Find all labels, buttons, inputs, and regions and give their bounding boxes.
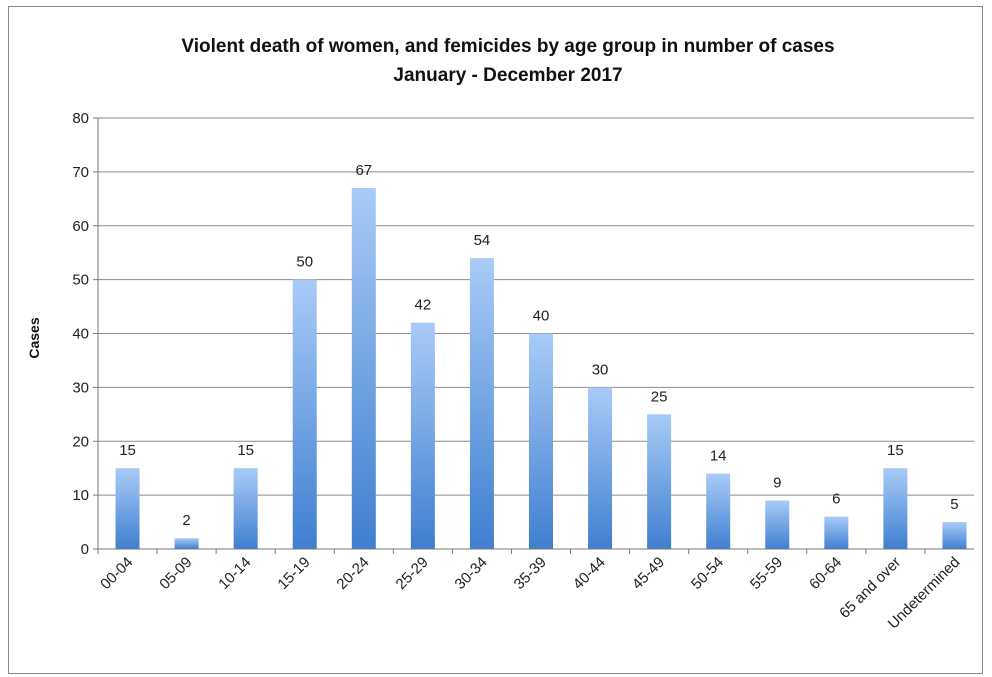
bar-chart: Violent death of women, and femicides by… — [26, 36, 974, 632]
y-tick-label: 80 — [72, 110, 89, 127]
chart-subtitle: January - December 2017 — [393, 65, 622, 86]
y-tick-label: 50 — [72, 272, 89, 289]
data-label: 15 — [119, 442, 136, 459]
bar-20-24 — [351, 188, 376, 549]
data-label: 2 — [182, 512, 190, 529]
data-label: 14 — [710, 448, 727, 465]
bars — [115, 188, 967, 549]
y-tick-label: 70 — [72, 164, 89, 181]
x-tick-label: 40-44 — [570, 554, 609, 593]
x-tick-label: 25-29 — [393, 554, 432, 593]
data-label: 9 — [773, 475, 781, 492]
data-labels: 15 2 15 50 67 42 54 40 30 25 14 9 6 15 5 — [119, 162, 958, 529]
x-tick-label: 60-64 — [806, 554, 845, 593]
bar-60-64 — [824, 516, 849, 549]
bar-55-59 — [765, 500, 790, 549]
x-tick-label: 00-04 — [97, 554, 136, 593]
y-tick-label: 40 — [72, 326, 89, 343]
x-tick-label: 05-09 — [156, 554, 195, 593]
bar-35-39 — [529, 333, 553, 549]
bar-65-and-over — [883, 468, 908, 549]
data-label: 15 — [887, 442, 904, 459]
data-label: 25 — [651, 388, 668, 405]
y-tick-label: 30 — [72, 379, 89, 396]
bar-10-14 — [233, 468, 258, 549]
data-label: 40 — [533, 308, 550, 325]
data-label: 30 — [592, 361, 609, 378]
data-label: 15 — [237, 442, 254, 459]
chart-title: Violent death of women, and femicides by… — [181, 36, 834, 57]
bar-05-09 — [174, 538, 199, 549]
x-tick-label: 35-39 — [511, 554, 550, 593]
x-axis-ticks: 00-04 05-09 10-14 15-19 20-24 25-29 30-34 35-39… — [97, 549, 963, 632]
bar-30-34 — [469, 258, 494, 549]
data-label: 6 — [832, 491, 840, 508]
x-tick-label: 45-49 — [629, 554, 668, 593]
y-tick-label: 10 — [72, 487, 89, 504]
y-axis-ticks: 0 10 20 30 40 50 60 70 80 — [72, 110, 98, 558]
data-label: 67 — [355, 162, 372, 179]
data-label: 54 — [474, 232, 491, 249]
x-tick-label: 50-54 — [688, 554, 727, 593]
bar-15-19 — [292, 279, 317, 549]
y-tick-label: 0 — [81, 541, 89, 558]
x-tick-label: 55-59 — [747, 554, 786, 593]
data-label: 50 — [296, 254, 313, 271]
y-tick-label: 20 — [72, 433, 89, 450]
bar-45-49 — [647, 414, 672, 549]
data-label: 5 — [950, 496, 958, 513]
chart-frame: Violent death of women, and femicides by… — [8, 6, 983, 674]
x-tick-label: 30-34 — [452, 554, 491, 593]
x-tick-label: 20-24 — [333, 554, 372, 593]
bar-50-54 — [706, 473, 731, 549]
x-tick-label: 10-14 — [215, 554, 254, 593]
x-tick-label: 15-19 — [274, 554, 313, 593]
y-axis-label: Cases — [26, 317, 42, 358]
bar-25-29 — [410, 322, 435, 549]
bar-undetermined — [942, 522, 967, 549]
bar-00-04 — [115, 468, 140, 549]
y-tick-label: 60 — [72, 218, 89, 235]
bar-40-44 — [588, 387, 613, 549]
data-label: 42 — [415, 297, 432, 314]
